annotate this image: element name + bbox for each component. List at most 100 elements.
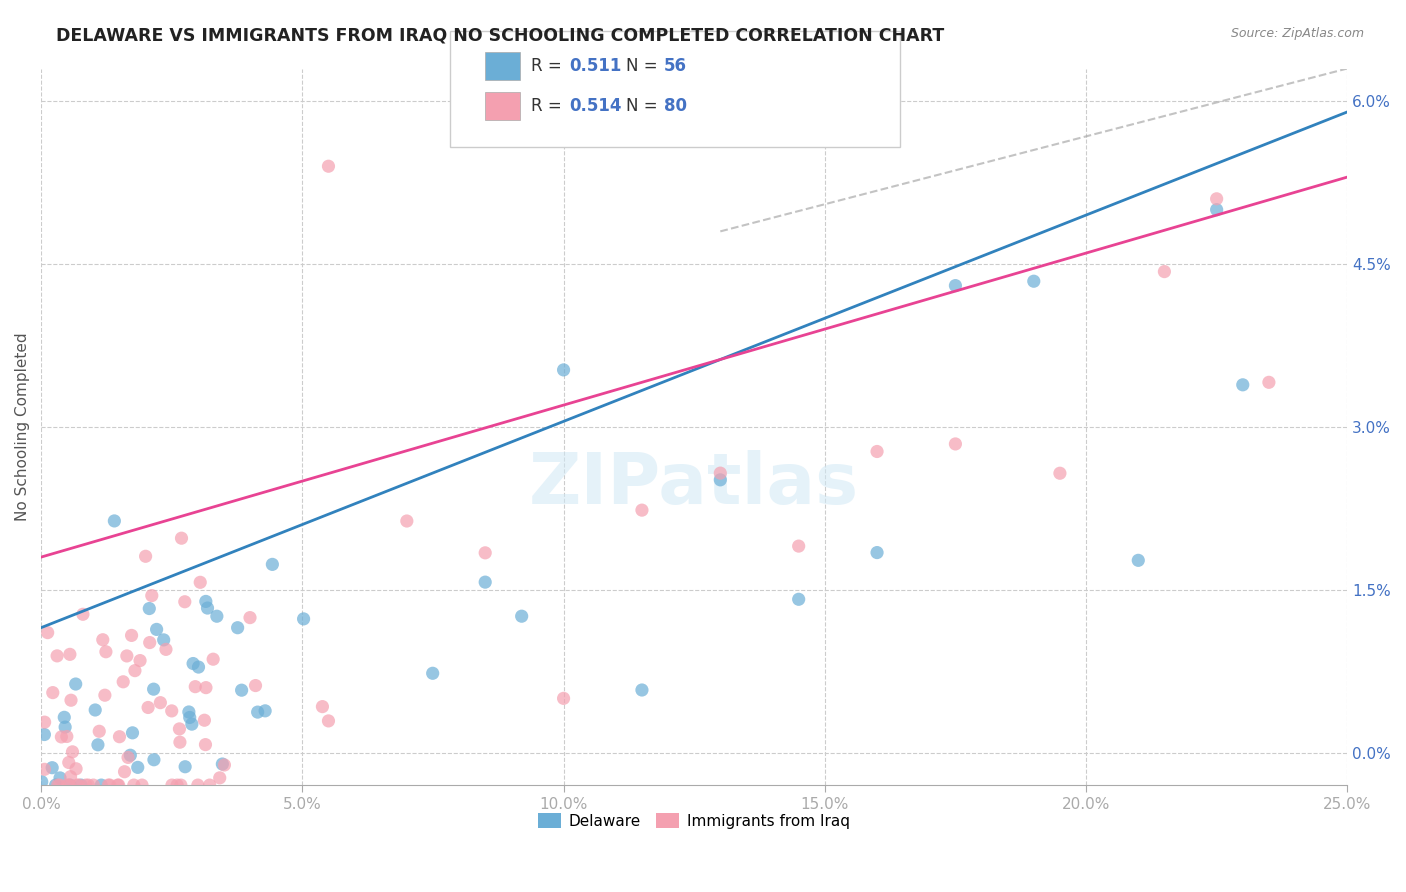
Delaware (194, 594, 217, 608)
Immigrants from Iraq (94, 688, 117, 702)
Delaware (70, 778, 93, 792)
Immigrants from Iraq (115, 648, 138, 663)
Delaware (181, 657, 204, 671)
Delaware (231, 683, 253, 698)
Immigrants from Iraq (34, 762, 56, 776)
Immigrants from Iraq (94, 645, 117, 659)
Legend: Delaware, Immigrants from Iraq: Delaware, Immigrants from Iraq (533, 806, 856, 835)
Delaware (121, 726, 143, 740)
Text: 80: 80 (664, 97, 686, 115)
FancyBboxPatch shape (485, 92, 520, 120)
Immigrants from Iraq (311, 699, 333, 714)
Immigrants from Iraq (1049, 467, 1071, 481)
Text: N =: N = (626, 57, 662, 75)
Immigrants from Iraq (395, 514, 418, 528)
Immigrants from Iraq (136, 700, 159, 714)
Delaware (53, 720, 76, 734)
Immigrants from Iraq (155, 642, 177, 657)
Immigrants from Iraq (245, 679, 267, 693)
Immigrants from Iraq (131, 778, 153, 792)
Immigrants from Iraq (208, 771, 231, 785)
Y-axis label: No Schooling Completed: No Schooling Completed (15, 333, 30, 521)
Delaware (1128, 553, 1150, 567)
Immigrants from Iraq (945, 437, 967, 451)
Immigrants from Iraq (51, 730, 73, 744)
Immigrants from Iraq (34, 715, 56, 730)
Immigrants from Iraq (58, 778, 80, 792)
Immigrants from Iraq (1153, 264, 1175, 278)
Immigrants from Iraq (193, 713, 215, 727)
Immigrants from Iraq (42, 685, 65, 699)
Immigrants from Iraq (77, 778, 100, 792)
Delaware (510, 609, 533, 624)
Immigrants from Iraq (149, 696, 172, 710)
Immigrants from Iraq (56, 778, 79, 792)
Delaware (211, 757, 233, 772)
Immigrants from Iraq (65, 762, 87, 776)
Immigrants from Iraq (866, 444, 889, 458)
Text: N =: N = (626, 97, 662, 115)
Delaware (120, 748, 142, 763)
Immigrants from Iraq (170, 531, 193, 545)
Immigrants from Iraq (318, 714, 340, 728)
Text: 0.514: 0.514 (569, 97, 621, 115)
Delaware (53, 710, 76, 724)
Delaware (34, 727, 56, 741)
Delaware (84, 703, 107, 717)
Delaware (226, 621, 249, 635)
Text: R =: R = (531, 97, 568, 115)
Immigrants from Iraq (56, 730, 79, 744)
Text: 0.511: 0.511 (569, 57, 621, 75)
Text: R =: R = (531, 57, 568, 75)
Immigrants from Iraq (214, 758, 236, 772)
Immigrants from Iraq (474, 546, 496, 560)
Point (318, 159, 340, 173)
Delaware (787, 592, 810, 607)
Immigrants from Iraq (48, 778, 70, 792)
Text: Source: ZipAtlas.com: Source: ZipAtlas.com (1230, 27, 1364, 40)
Immigrants from Iraq (170, 778, 193, 792)
Delaware (174, 760, 197, 774)
Immigrants from Iraq (107, 778, 129, 792)
Delaware (292, 612, 315, 626)
Immigrants from Iraq (121, 628, 143, 642)
Delaware (187, 660, 209, 674)
Delaware (945, 278, 967, 293)
Immigrants from Iraq (141, 589, 163, 603)
Immigrants from Iraq (198, 778, 221, 792)
Immigrants from Iraq (97, 778, 120, 792)
Immigrants from Iraq (98, 778, 121, 792)
Delaware (145, 623, 167, 637)
Immigrants from Iraq (709, 466, 731, 480)
Immigrants from Iraq (66, 778, 89, 792)
Delaware (177, 705, 200, 719)
Immigrants from Iraq (1257, 376, 1279, 390)
Point (1205, 202, 1227, 217)
Immigrants from Iraq (169, 722, 191, 736)
Delaware (1022, 274, 1045, 288)
Delaware (205, 609, 228, 624)
Immigrants from Iraq (46, 648, 69, 663)
Delaware (138, 601, 160, 615)
Text: DELAWARE VS IMMIGRANTS FROM IRAQ NO SCHOOLING COMPLETED CORRELATION CHART: DELAWARE VS IMMIGRANTS FROM IRAQ NO SCHO… (56, 27, 945, 45)
Immigrants from Iraq (117, 750, 139, 764)
Immigrants from Iraq (37, 625, 59, 640)
FancyBboxPatch shape (485, 52, 520, 80)
Delaware (422, 666, 444, 681)
Delaware (474, 575, 496, 590)
Immigrants from Iraq (166, 778, 188, 792)
Immigrants from Iraq (59, 648, 82, 662)
Delaware (152, 632, 174, 647)
Immigrants from Iraq (72, 607, 94, 622)
Immigrants from Iraq (169, 735, 191, 749)
Immigrants from Iraq (194, 738, 217, 752)
Delaware (127, 760, 149, 774)
Delaware (45, 778, 67, 792)
Immigrants from Iraq (59, 770, 82, 784)
Delaware (31, 774, 53, 789)
Delaware (631, 683, 654, 698)
Text: ZIPatlas: ZIPatlas (529, 450, 859, 518)
Immigrants from Iraq (62, 745, 84, 759)
Immigrants from Iraq (122, 778, 145, 792)
Immigrants from Iraq (138, 635, 160, 649)
